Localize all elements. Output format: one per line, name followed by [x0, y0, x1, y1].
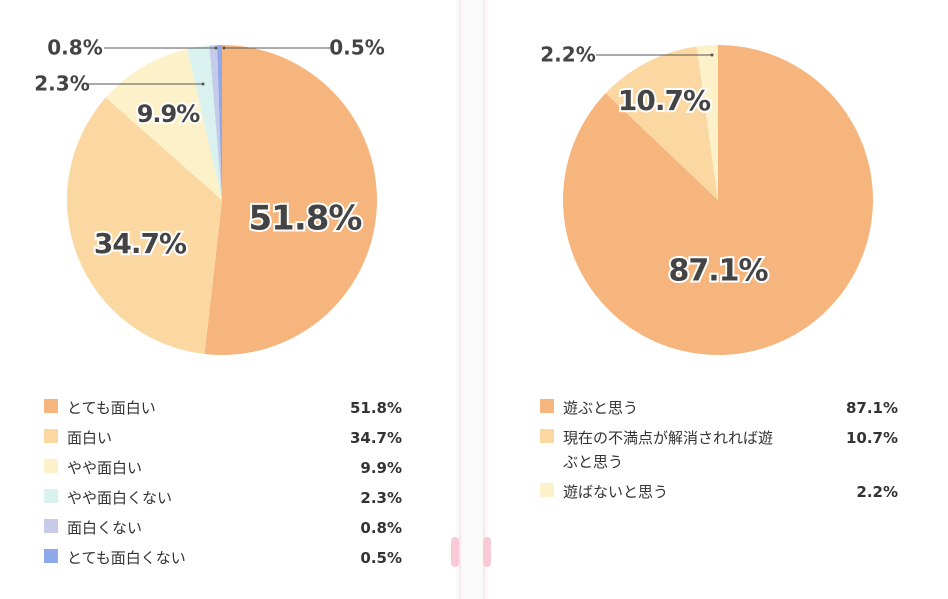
legend-swatch [44, 549, 58, 563]
pie-slice [209, 45, 222, 201]
legend-value: 34.7% [349, 429, 402, 447]
legend-value: 2.3% [360, 489, 402, 507]
leader-dot [710, 53, 714, 57]
pie-slice [605, 46, 718, 200]
legend-value: 9.9% [360, 459, 402, 477]
legend-label: 面白い [67, 429, 113, 447]
legend-label: やや面白くない [67, 489, 173, 507]
legend-swatch [44, 459, 58, 473]
legend-value: 0.8% [360, 519, 402, 537]
legend-value: 2.2% [856, 483, 898, 501]
legend-swatch [44, 429, 58, 443]
legend-swatch [540, 483, 554, 497]
legend-value: 87.1% [845, 399, 898, 417]
slice-label: 0.8% [47, 36, 102, 60]
legend-item: やや面白くない [44, 486, 282, 510]
legend-label: とても面白くない [67, 549, 186, 567]
legend-swatch [44, 519, 58, 533]
slice-label: 51.8% [249, 199, 362, 239]
pie-slice [204, 45, 377, 356]
legend-value: 10.7% [845, 429, 898, 447]
legend-item: 面白くない [44, 516, 282, 540]
legend-item: 面白い [44, 426, 282, 450]
leader-dot [214, 46, 218, 50]
pie-slice [66, 97, 222, 355]
legend-label: やや面白い [67, 459, 143, 477]
legend: 遊ぶと思う 87.1% 現在の不満点が解消されれば遊ぶと思う 10.7% 遊ばないと思う… [540, 0, 898, 599]
legend-label: 面白くない [67, 519, 143, 537]
legend-label: 遊ばないと思う [563, 483, 669, 501]
legend-swatch [44, 489, 58, 503]
legend-item: 遊ぶと思う [540, 396, 778, 420]
leader-dot [201, 82, 205, 86]
legend-value: 51.8% [349, 399, 402, 417]
legend-item: とても面白い [44, 396, 282, 420]
pie-slice [696, 45, 718, 200]
pie-slice [217, 45, 222, 200]
slice-label: 2.2% [540, 43, 595, 67]
slice-label: 0.5% [329, 36, 384, 60]
legend-swatch [540, 429, 554, 443]
legend: とても面白い 51.8% 面白い 34.7% やや面白い 9.9% やや面白くない 2.3% 面… [44, 0, 402, 599]
legend-label: とても面白い [67, 399, 156, 417]
leader-dot [222, 46, 226, 50]
divider [451, 0, 491, 599]
legend-label: 遊ぶと思う [563, 399, 639, 417]
slice-label: 87.1% [668, 254, 768, 289]
legend-item: 現在の不満点が解消されれば遊ぶと思う [540, 426, 778, 474]
slice-label: 10.7% [618, 84, 711, 117]
legend-swatch [540, 399, 554, 413]
legend-item: とても面白くない [44, 546, 282, 570]
legend-value: 0.5% [360, 549, 402, 567]
slice-label: 9.9% [137, 100, 201, 128]
slice-label: 34.7% [94, 227, 187, 260]
legend-swatch [44, 399, 58, 413]
legend-item: 遊ばないと思う [540, 480, 778, 504]
legend-item: やや面白い [44, 456, 282, 480]
legend-label: 現在の不満点が解消されれば遊ぶと思う [563, 429, 774, 471]
pie-slice [105, 48, 222, 200]
slice-label: 2.3% [34, 72, 89, 96]
